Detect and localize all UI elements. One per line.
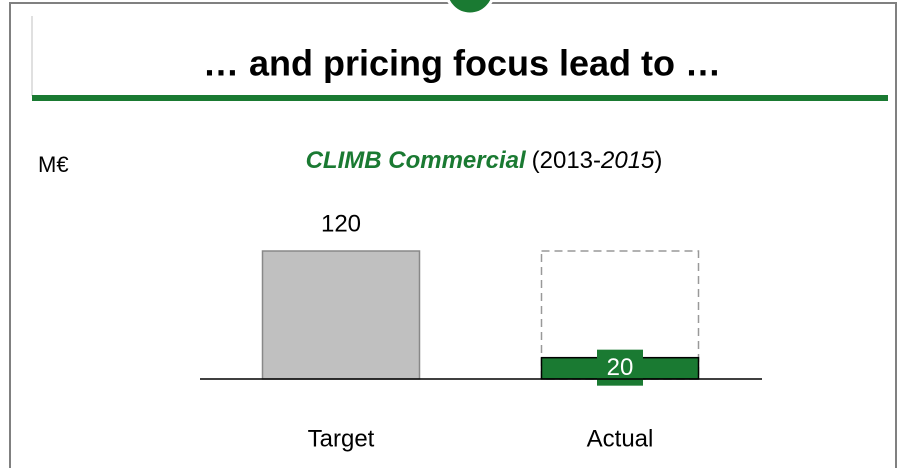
bar [261, 250, 421, 380]
header-rule [32, 95, 888, 101]
chart-title-name: CLIMB Commercial [306, 147, 527, 174]
badge [446, 0, 494, 16]
chart-title-close: ) [654, 147, 662, 174]
chart-title: CLIMB Commercial (2013-2015) [306, 147, 663, 174]
x-tick-label: Target [308, 425, 375, 452]
chart-title-open: (2013- [532, 147, 601, 174]
x-tick-label: Actual [587, 425, 654, 452]
value-label: 20 [607, 354, 634, 381]
unit-label: M€ [38, 152, 69, 177]
reference-outline [540, 250, 700, 380]
page-title: … and pricing focus lead to … [203, 43, 721, 84]
chart-title-end-year: 2015 [600, 147, 655, 174]
value-label: 120 [321, 210, 361, 237]
slide-frame [9, 2, 897, 468]
